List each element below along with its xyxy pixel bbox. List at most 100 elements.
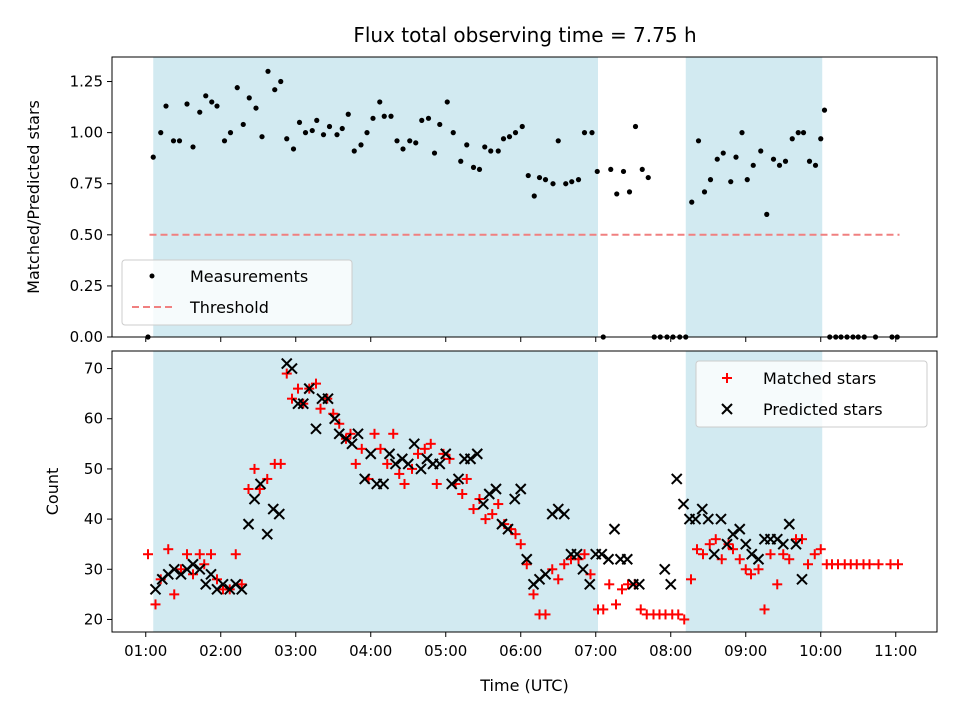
matched-star-point bbox=[375, 443, 386, 454]
bottom-legend-box bbox=[695, 360, 928, 428]
matched-star-point bbox=[287, 393, 297, 404]
predicted-star-point bbox=[359, 473, 371, 485]
measurement-point bbox=[614, 191, 620, 197]
predicted-star-point bbox=[515, 483, 527, 495]
matched-star-point bbox=[753, 564, 764, 575]
predicted-star-point bbox=[721, 538, 733, 550]
y-tick-label: 1.00 bbox=[70, 124, 103, 142]
measurement-point bbox=[542, 177, 549, 183]
matched-star-point bbox=[480, 514, 491, 525]
measurement-point bbox=[488, 148, 494, 154]
predicted-star-point bbox=[502, 523, 514, 535]
measurement-point bbox=[450, 130, 456, 136]
predicted-star-point bbox=[329, 413, 341, 425]
y-tick-label: 60 bbox=[84, 410, 103, 428]
predicted-star-point bbox=[602, 553, 615, 565]
predicted-star-point bbox=[346, 438, 358, 450]
predicted-star-point bbox=[596, 548, 608, 560]
measurement-point bbox=[750, 162, 756, 168]
matched-star-point bbox=[281, 368, 292, 379]
measurement-point bbox=[525, 172, 531, 179]
predicted-star-point bbox=[746, 548, 758, 560]
top-legend: Measurements Threshold bbox=[121, 259, 353, 326]
matched-star-point bbox=[704, 539, 715, 550]
y-tick-label: 1.25 bbox=[70, 73, 103, 91]
measurement-point bbox=[782, 158, 789, 164]
matched-star-point bbox=[350, 458, 361, 469]
matched-star-point bbox=[611, 599, 621, 610]
y-tick-label: 70 bbox=[84, 360, 103, 378]
measurement-point bbox=[278, 78, 284, 85]
measurement-point bbox=[272, 87, 278, 93]
measurement-point bbox=[431, 150, 438, 156]
measurement-point bbox=[563, 181, 569, 187]
predicted-star-point bbox=[297, 397, 309, 410]
matched-star-point bbox=[734, 554, 745, 565]
predicted-star-point bbox=[671, 473, 683, 485]
measurement-point bbox=[800, 130, 807, 136]
predicted-star-point bbox=[752, 553, 765, 565]
x-tick-label: 07:00 bbox=[574, 642, 617, 660]
measurement-point bbox=[320, 132, 327, 138]
matched-star-point bbox=[765, 549, 776, 560]
x-tick-label: 02:00 bbox=[199, 642, 242, 660]
measurement-point bbox=[184, 101, 190, 107]
measurement-point bbox=[221, 138, 228, 144]
matched-star-point bbox=[249, 463, 260, 474]
matched-star-point bbox=[692, 544, 702, 555]
matched-star-point bbox=[553, 574, 564, 585]
matched-star-point bbox=[399, 478, 410, 489]
measurement-point bbox=[531, 193, 537, 199]
top-axes-frame bbox=[111, 56, 938, 338]
predicted-star-point bbox=[558, 508, 570, 520]
measurement-point bbox=[458, 158, 464, 164]
measurement-point bbox=[495, 148, 501, 154]
matched-star-point bbox=[521, 559, 532, 570]
matched-star-point bbox=[698, 549, 708, 560]
measurement-point bbox=[821, 107, 828, 113]
predicted-star-point bbox=[446, 478, 458, 490]
predicted-star-point bbox=[383, 448, 396, 460]
predicted-star-point bbox=[415, 463, 427, 475]
matched-star-point bbox=[710, 534, 721, 545]
legend-label-predicted: Predicted stars bbox=[763, 400, 883, 419]
measurement-point bbox=[334, 132, 340, 138]
predicted-star-point bbox=[571, 548, 583, 560]
matched-star-point bbox=[493, 499, 504, 510]
measurement-point bbox=[733, 154, 739, 160]
predicted-star-point bbox=[286, 362, 298, 375]
matched-star-point bbox=[809, 549, 820, 560]
measurement-point bbox=[351, 148, 357, 154]
measurement-point bbox=[464, 142, 470, 148]
measurement-point bbox=[818, 136, 824, 142]
measurement-point bbox=[370, 115, 376, 121]
measurement-point bbox=[425, 115, 432, 121]
y-tick-label: 0.50 bbox=[70, 226, 103, 244]
measurement-point bbox=[419, 117, 425, 123]
y-tick-label: 50 bbox=[84, 460, 103, 478]
predicted-star-point bbox=[577, 563, 589, 575]
measurement-point bbox=[470, 164, 477, 170]
predicted-star-point bbox=[490, 483, 502, 495]
top-y-ticks: 0.00 0.25 0.50 0.75 1.00 1.25 bbox=[70, 73, 112, 346]
measurement-point bbox=[314, 117, 320, 123]
matched-star-point bbox=[182, 549, 192, 560]
measurement-point bbox=[482, 144, 488, 150]
matched-star-point bbox=[425, 438, 436, 449]
y-tick-label: 40 bbox=[84, 510, 103, 528]
x-tick-label: 03:00 bbox=[274, 642, 317, 660]
measurement-point bbox=[158, 130, 164, 136]
measurement-point bbox=[296, 119, 303, 126]
legend-label-matched: Matched stars bbox=[763, 369, 876, 388]
predicted-star-point bbox=[303, 382, 315, 395]
measurement-point bbox=[728, 179, 734, 185]
predicted-star-point bbox=[539, 568, 552, 581]
matched-star-point bbox=[262, 473, 273, 484]
predicted-stars-series bbox=[149, 357, 808, 596]
matched-star-point bbox=[746, 569, 756, 580]
matched-star-point bbox=[740, 564, 751, 575]
measurement-point bbox=[290, 146, 297, 152]
predicted-star-point bbox=[168, 563, 180, 575]
measurement-point bbox=[197, 109, 203, 115]
measurement-point bbox=[190, 144, 196, 150]
